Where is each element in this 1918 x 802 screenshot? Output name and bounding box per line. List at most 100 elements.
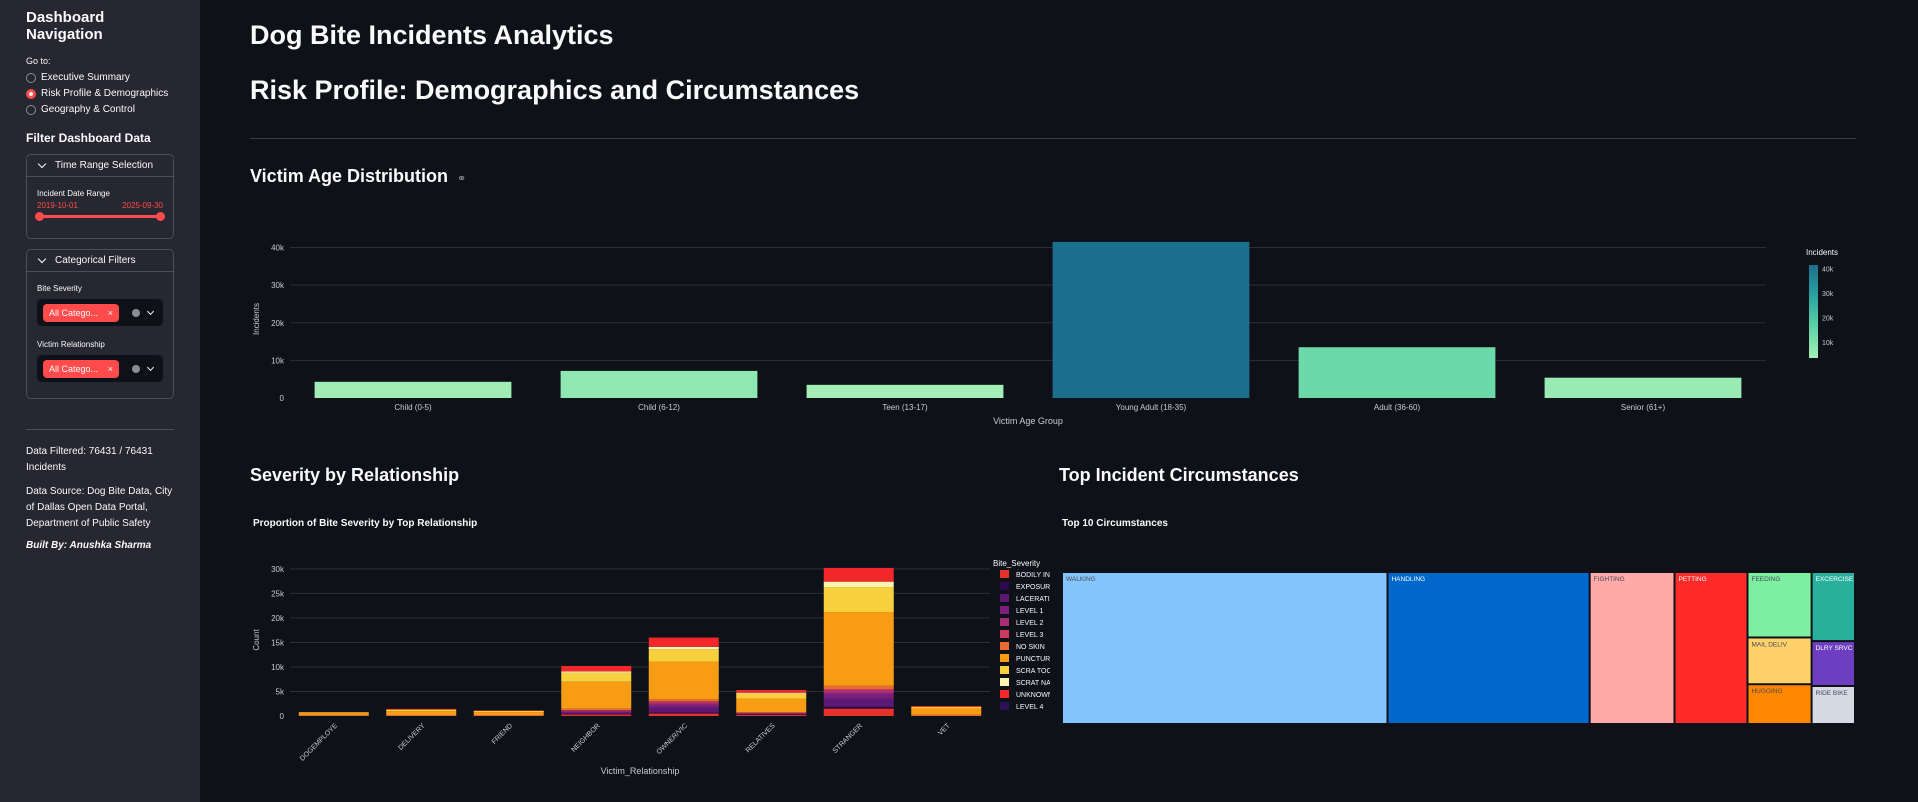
treemap-tile xyxy=(1590,573,1674,723)
chevron-down-icon[interactable] xyxy=(146,307,155,315)
stack-segment xyxy=(561,710,632,712)
chevron-down-icon xyxy=(37,159,47,169)
severity-multiselect[interactable]: All Catego... × xyxy=(37,299,163,326)
y-tick-label: 15k xyxy=(271,638,285,647)
treemap-tile xyxy=(1063,573,1387,723)
radio-on-icon xyxy=(26,88,36,99)
nav-radio-geography[interactable]: Geography & Control xyxy=(26,104,174,115)
legend-label: LEVEL 4 xyxy=(1016,704,1043,711)
circumstances-section-title: Top Incident Circumstances xyxy=(1059,465,1299,485)
y-tick-label: 5k xyxy=(276,687,285,696)
slider-end-handle[interactable] xyxy=(156,212,165,221)
stack-segment xyxy=(823,690,894,694)
treemap-label: PETTING xyxy=(1679,576,1707,583)
treemap-label: FEEDING xyxy=(1751,576,1780,583)
stack-segment xyxy=(473,712,544,716)
time-range-expander-header[interactable]: Time Range Selection xyxy=(27,155,173,177)
treemap-label: EXCERCISE xyxy=(1816,576,1854,583)
age-bar xyxy=(560,370,758,398)
x-tick-label: Child (0-5) xyxy=(394,403,432,412)
stack-segment xyxy=(911,714,982,716)
y-tick-label: 40k xyxy=(271,244,285,253)
nav-radio-label: Risk Profile & Demographics xyxy=(41,88,169,99)
date-range-start: 2019-10-01 xyxy=(37,201,78,210)
stack-segment xyxy=(823,706,894,709)
built-by-text: Built By: Anushka Sharma xyxy=(26,540,152,551)
legend-label: LEVEL 2 xyxy=(1016,620,1043,627)
date-range-label: Incident Date Range xyxy=(37,189,110,198)
tag-remove-icon[interactable]: × xyxy=(107,307,113,318)
stack-segment xyxy=(561,665,632,672)
stack-segment xyxy=(736,690,807,693)
colorbar-tick-label: 10k xyxy=(1822,340,1834,347)
circumstances-treemap: WALKING HANDLING FIGHTING PETTING FEEDING MAI… xyxy=(1063,573,1854,723)
clear-icon[interactable] xyxy=(132,364,140,373)
x-axis-label: Victim Age Group xyxy=(993,416,1063,426)
chevron-down-icon xyxy=(37,254,47,264)
sidebar-title: Dashboard Navigation xyxy=(26,9,105,43)
treemap-tile xyxy=(1675,573,1747,723)
age-section-title: Victim Age Distribution ⚭ xyxy=(250,166,466,187)
section-divider xyxy=(250,138,1856,139)
stack-segment xyxy=(298,712,369,714)
stack-segment xyxy=(823,685,894,690)
chevron-down-icon[interactable] xyxy=(146,363,155,371)
legend-label: PUNCTURE xyxy=(1016,656,1050,663)
stack-segment xyxy=(648,713,719,716)
stack-segment xyxy=(298,715,369,716)
time-range-expander: Time Range Selection Incident Date Range… xyxy=(26,154,174,239)
colorbar-tick-label: 20k xyxy=(1822,316,1834,323)
y-tick-label: 20k xyxy=(271,319,285,328)
legend-swatch xyxy=(1000,570,1009,578)
nav-radio-executive-summary[interactable]: Executive Summary xyxy=(26,72,174,83)
x-tick-label: RELATIVES xyxy=(745,722,777,754)
clear-icon[interactable] xyxy=(132,308,140,317)
stack-segment xyxy=(648,661,719,700)
treemap-tile xyxy=(1812,687,1854,723)
colorbar xyxy=(1809,265,1818,358)
slider-start-handle[interactable] xyxy=(35,212,44,221)
treemap-tile xyxy=(1748,685,1811,723)
stack-segment xyxy=(473,710,544,713)
treemap-label: RIDE BIKE xyxy=(1816,690,1849,697)
stack-segment xyxy=(386,711,457,716)
x-tick-label: Teen (13-17) xyxy=(882,403,928,412)
radio-off-icon xyxy=(26,104,36,115)
stack-segment xyxy=(561,708,632,711)
treemap-tile xyxy=(1748,573,1811,637)
categorical-header-label: Categorical Filters xyxy=(55,255,136,266)
x-tick-label: VET xyxy=(937,722,952,737)
y-tick-label: 30k xyxy=(271,281,285,290)
legend-swatch xyxy=(1000,654,1009,662)
tag-remove-icon[interactable]: × xyxy=(107,363,113,374)
stack-segment xyxy=(561,714,632,716)
time-range-header-label: Time Range Selection xyxy=(55,160,154,171)
categorical-expander-header[interactable]: Categorical Filters xyxy=(27,250,173,272)
treemap-label: HANDLING xyxy=(1391,576,1425,583)
date-range-slider[interactable] xyxy=(35,212,165,221)
link-icon[interactable]: ⚭ xyxy=(457,173,467,185)
nav-radio-risk-profile[interactable]: Risk Profile & Demographics xyxy=(26,88,174,99)
x-tick-label: Child (6-12) xyxy=(638,403,680,412)
y-tick-label: 10k xyxy=(271,663,285,672)
data-source-text: Data Source: Dog Bite Data, City of Dall… xyxy=(26,486,173,529)
severity-tag[interactable]: All Catego... × xyxy=(43,303,119,322)
severity-chart: 0 5k 10k 15k 20k 25k 30k Count DOGEMPLOYE DELIVER… xyxy=(252,559,1050,776)
relationship-tag[interactable]: All Catego... × xyxy=(43,359,119,378)
stack-segment xyxy=(823,689,894,691)
age-distribution-chart: 0 10k 20k 30k 40k Incidents Child (0-5) Child (… xyxy=(252,241,1838,426)
x-tick-label: STRANGER xyxy=(832,722,864,754)
stack-segment xyxy=(648,702,719,705)
stack-segment xyxy=(561,681,632,709)
stack-segment xyxy=(648,649,719,662)
colorbar-tick-label: 30k xyxy=(1822,291,1834,298)
severity-chart-title: Proportion of Bite Severity by Top Relat… xyxy=(253,518,478,529)
relationship-multiselect[interactable]: All Catego... × xyxy=(37,355,163,382)
stack-segment xyxy=(823,708,894,716)
legend-label: SCRA TOOTH xyxy=(1016,668,1050,675)
treemap-label: HUGGING xyxy=(1751,688,1782,695)
stack-segment xyxy=(736,693,807,699)
categorical-expander: Categorical Filters Bite Severity All Ca… xyxy=(26,249,174,399)
severity-tag-label: All Catego... xyxy=(49,307,99,318)
legend-swatch xyxy=(1000,642,1009,650)
